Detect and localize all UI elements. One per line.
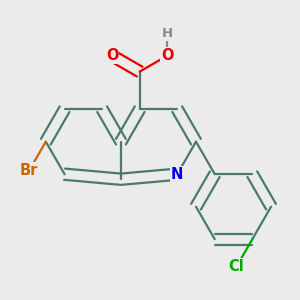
Text: O: O — [106, 48, 118, 63]
Text: Br: Br — [20, 164, 38, 178]
Text: N: N — [171, 167, 183, 182]
Text: H: H — [162, 27, 173, 40]
Text: O: O — [161, 48, 174, 63]
Text: Cl: Cl — [229, 260, 244, 274]
